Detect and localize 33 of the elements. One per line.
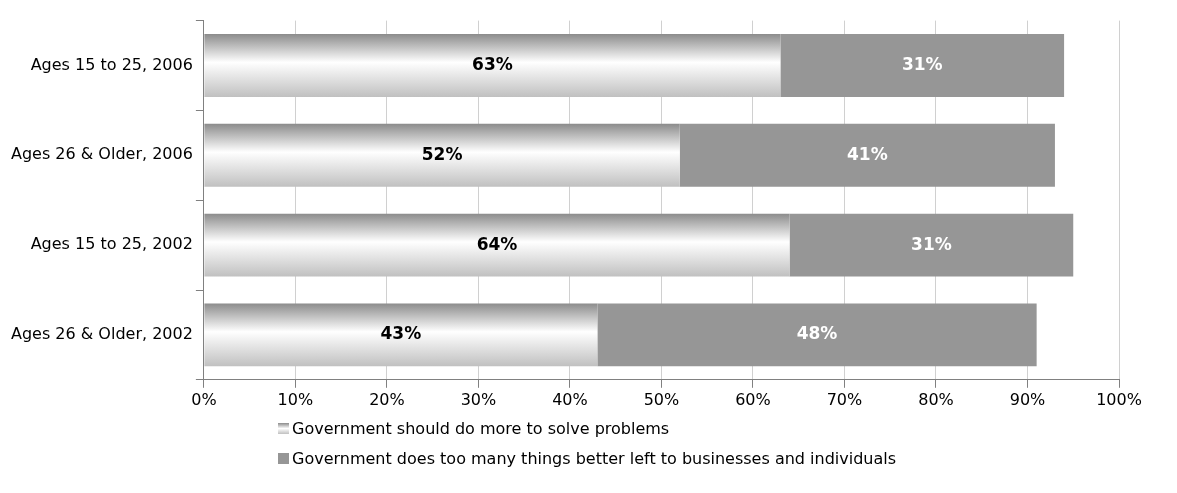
bar — [780, 34, 1065, 97]
bar — [789, 213, 1074, 277]
data-label: 41% — [846, 143, 888, 164]
x-tick-label: 30% — [460, 389, 497, 409]
x-tick-label: 20% — [369, 389, 405, 409]
data-label: 64% — [476, 233, 518, 254]
y-tick-label: Ages 15 to 25, 2006 — [30, 54, 193, 74]
bar — [597, 303, 1037, 367]
x-tick-label: 0% — [191, 389, 217, 409]
bar — [204, 303, 598, 367]
legend-label: Government should do more to solve problems — [292, 418, 670, 438]
x-tick-label: 60% — [735, 389, 771, 409]
y-tick-label: Ages 15 to 25, 2002 — [30, 234, 193, 254]
y-tick-label: Ages 26 & Older, 2002 — [10, 324, 193, 344]
data-label: 31% — [911, 233, 952, 254]
bar — [204, 34, 781, 97]
data-label: 31% — [901, 53, 943, 74]
bar — [679, 123, 1055, 187]
bar — [204, 213, 790, 277]
x-tick-label: 50% — [643, 389, 680, 409]
data-label: 52% — [421, 143, 463, 164]
x-tick-label: 40% — [552, 389, 588, 409]
x-tick-label: 100% — [1096, 389, 1142, 409]
data-label: 43% — [380, 323, 422, 344]
bar — [204, 123, 680, 187]
legend-label: Government does too many things better left to businesses and individuals — [292, 448, 897, 468]
x-tick-label: 10% — [277, 389, 314, 409]
x-tick-label: 90% — [1009, 389, 1046, 409]
x-tick-label: 80% — [918, 389, 954, 409]
data-label: 63% — [472, 53, 513, 74]
data-label: 48% — [796, 323, 838, 344]
x-tick-label: 70% — [826, 389, 863, 409]
y-tick-label: Ages 26 & Older, 2006 — [10, 144, 193, 164]
